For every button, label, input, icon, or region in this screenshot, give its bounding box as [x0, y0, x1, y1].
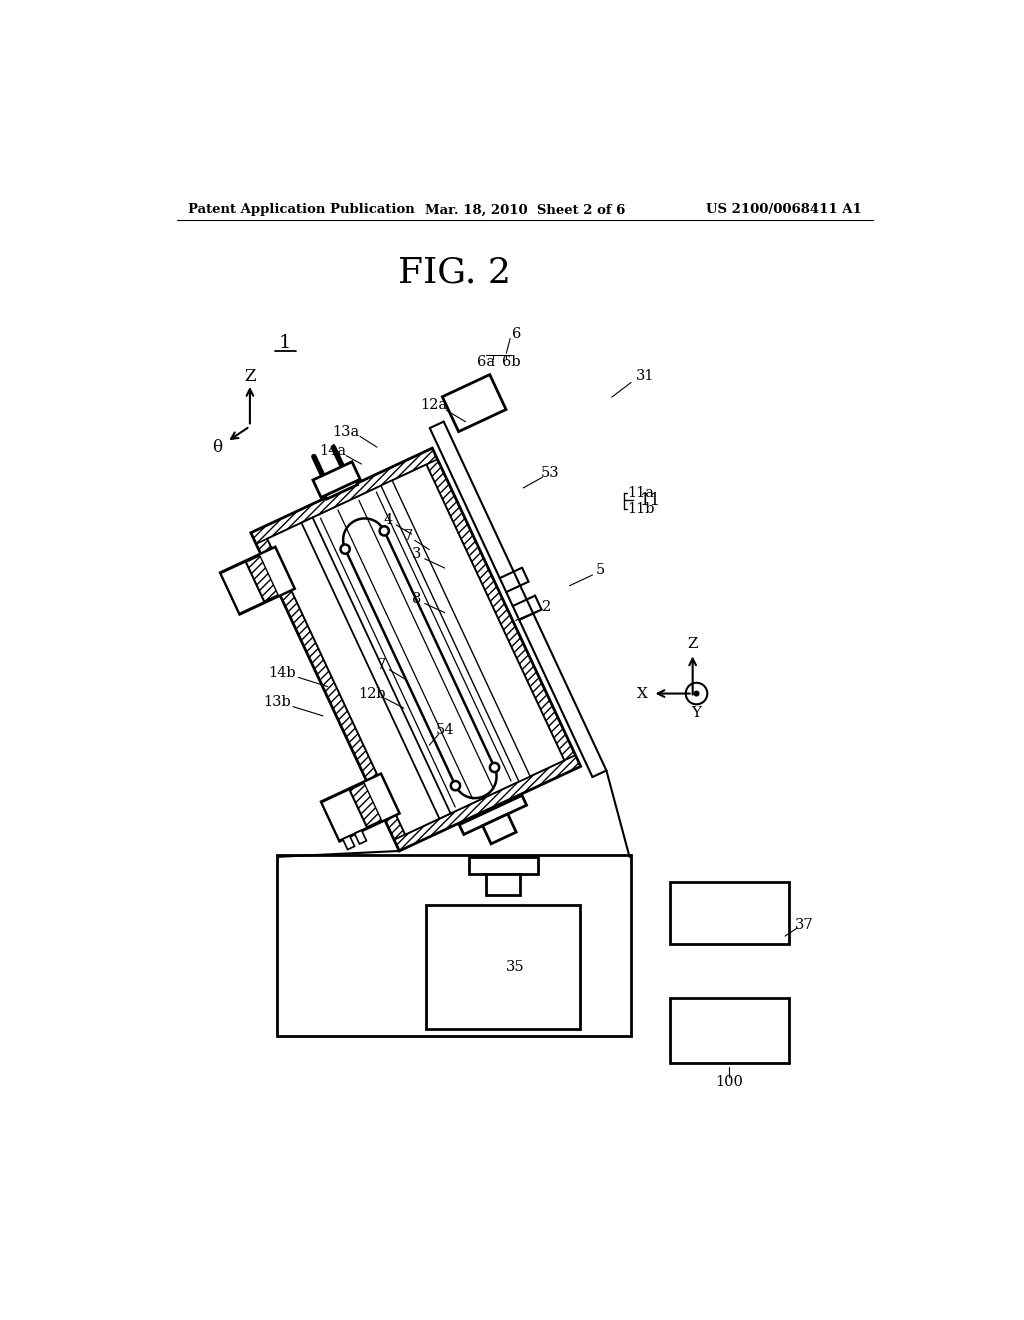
Bar: [486, 874, 520, 895]
Polygon shape: [325, 479, 357, 499]
Text: 6a: 6a: [477, 355, 496, 368]
Bar: [670, 998, 788, 1063]
Bar: [276, 855, 631, 1036]
Text: 7: 7: [377, 659, 386, 672]
Text: X: X: [637, 686, 648, 701]
Bar: [670, 882, 788, 944]
Polygon shape: [301, 517, 451, 818]
Polygon shape: [323, 783, 382, 840]
Polygon shape: [267, 465, 564, 834]
Text: 14b: 14b: [268, 665, 296, 680]
Text: 6b: 6b: [502, 355, 520, 368]
Polygon shape: [381, 480, 530, 781]
Circle shape: [341, 544, 350, 553]
Polygon shape: [421, 447, 575, 760]
Polygon shape: [251, 528, 406, 840]
Text: 8: 8: [413, 591, 422, 606]
Polygon shape: [394, 755, 581, 851]
Text: 3: 3: [413, 548, 422, 561]
Polygon shape: [482, 814, 516, 843]
Text: 11a: 11a: [628, 486, 654, 499]
Text: 37: 37: [795, 917, 814, 932]
Text: 12b: 12b: [358, 686, 386, 701]
Text: 4: 4: [384, 513, 393, 527]
Polygon shape: [220, 561, 264, 614]
Text: 1: 1: [279, 334, 291, 352]
Polygon shape: [322, 789, 368, 841]
Text: 11: 11: [640, 492, 660, 508]
Text: 35: 35: [506, 960, 524, 974]
Text: Mar. 18, 2010  Sheet 2 of 6: Mar. 18, 2010 Sheet 2 of 6: [425, 203, 625, 216]
Polygon shape: [354, 830, 367, 843]
Polygon shape: [442, 375, 506, 432]
Circle shape: [489, 763, 499, 772]
Polygon shape: [459, 796, 526, 834]
Bar: [426, 906, 581, 1028]
Text: Y: Y: [691, 706, 701, 719]
Text: Z: Z: [244, 368, 256, 385]
Text: Patent Application Publication: Patent Application Publication: [188, 203, 415, 216]
Polygon shape: [313, 462, 360, 498]
Text: 54: 54: [435, 723, 454, 737]
Text: Z: Z: [687, 638, 698, 651]
Circle shape: [451, 781, 460, 791]
Bar: [469, 857, 538, 874]
Circle shape: [694, 692, 698, 696]
Text: 14a: 14a: [319, 444, 347, 458]
Text: 7: 7: [403, 529, 413, 543]
Polygon shape: [321, 774, 399, 841]
Text: 2: 2: [542, 599, 551, 614]
Text: US 2100/0068411 A1: US 2100/0068411 A1: [707, 203, 862, 216]
Polygon shape: [220, 546, 295, 614]
Text: 11b: 11b: [628, 502, 654, 516]
Text: 100: 100: [715, 1076, 742, 1089]
Text: θ: θ: [213, 440, 222, 457]
Polygon shape: [222, 556, 279, 612]
Text: 31: 31: [636, 370, 654, 383]
Text: 53: 53: [541, 466, 559, 479]
Text: 5: 5: [596, 564, 605, 577]
Text: FIG. 2: FIG. 2: [397, 255, 510, 289]
Text: 13b: 13b: [263, 696, 291, 709]
Text: 6: 6: [512, 327, 522, 341]
Text: 12a: 12a: [421, 397, 447, 412]
Circle shape: [380, 527, 389, 536]
Text: 13a: 13a: [333, 425, 359, 438]
Polygon shape: [251, 447, 437, 544]
Polygon shape: [343, 836, 354, 850]
